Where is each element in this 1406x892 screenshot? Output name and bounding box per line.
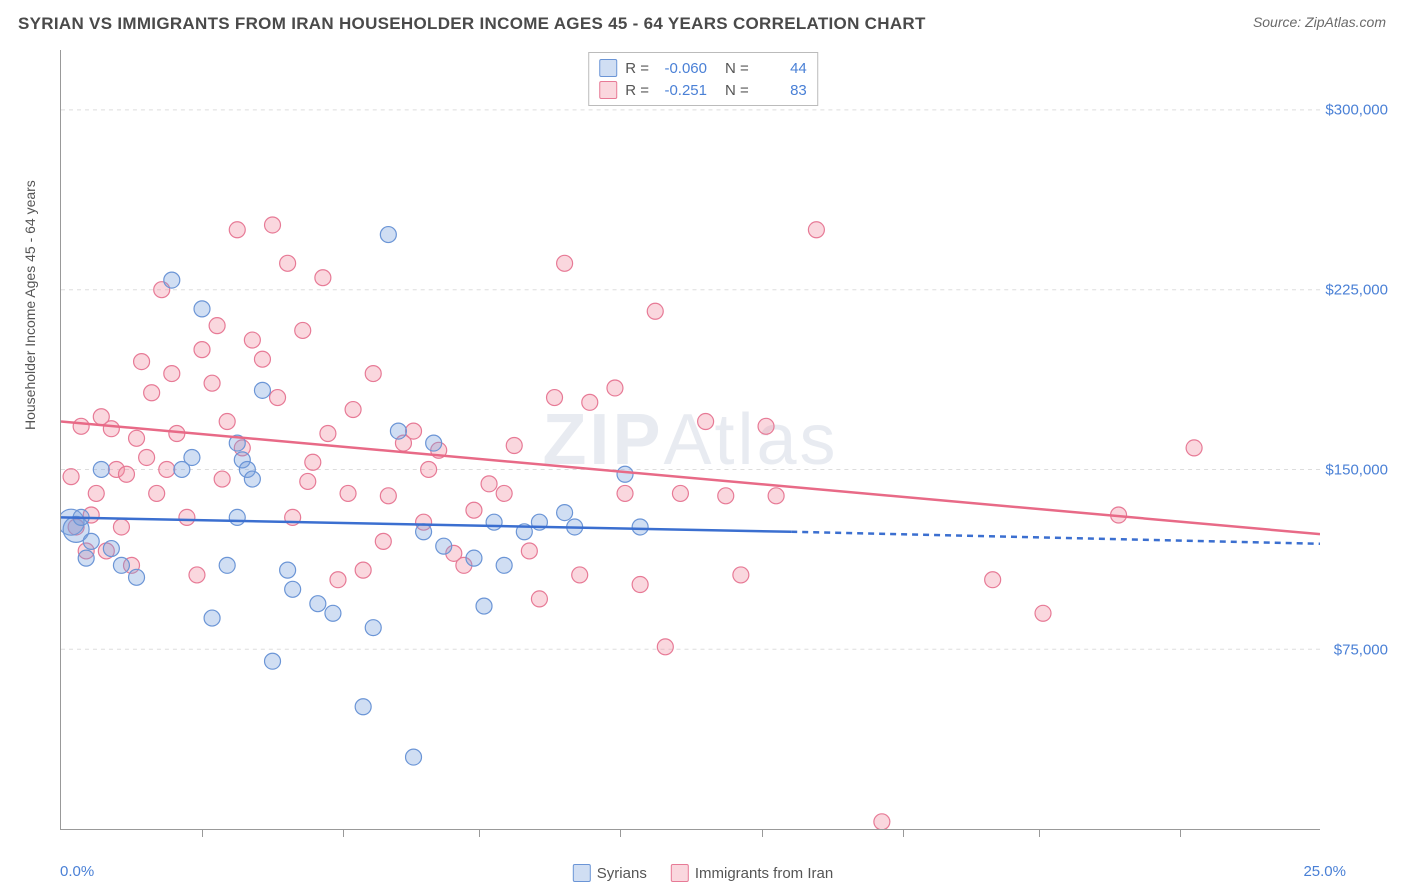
y-tick-label: $75,000 (1334, 642, 1388, 659)
source-attribution: Source: ZipAtlas.com (1253, 14, 1386, 30)
n-label: N = (725, 60, 749, 77)
x-tick (1180, 829, 1181, 837)
n-label: N = (725, 82, 749, 99)
x-tick (202, 829, 203, 837)
n-value-iran: 83 (757, 82, 807, 99)
chart-title: SYRIAN VS IMMIGRANTS FROM IRAN HOUSEHOLD… (18, 14, 926, 34)
bottom-legend: Syrians Immigrants from Iran (573, 864, 833, 882)
swatch-syrians-icon (573, 864, 591, 882)
y-tick-label: $225,000 (1325, 282, 1388, 299)
x-tick (903, 829, 904, 837)
legend-label-syrians: Syrians (597, 865, 647, 882)
swatch-iran-icon (671, 864, 689, 882)
correlation-stats-box: R = -0.060 N = 44 R = -0.251 N = 83 (588, 52, 818, 106)
x-axis-min-label: 0.0% (60, 863, 94, 880)
legend-item-iran: Immigrants from Iran (671, 864, 833, 882)
legend-item-syrians: Syrians (573, 864, 647, 882)
n-value-syrians: 44 (757, 60, 807, 77)
plot-area: ZIPAtlas (60, 50, 1320, 830)
swatch-iran-icon (599, 81, 617, 99)
r-value-iran: -0.251 (657, 82, 707, 99)
r-value-syrians: -0.060 (657, 60, 707, 77)
x-tick (479, 829, 480, 837)
x-tick (620, 829, 621, 837)
x-tick (1039, 829, 1040, 837)
stat-row-iran: R = -0.251 N = 83 (599, 79, 807, 101)
y-axis-label: Householder Income Ages 45 - 64 years (22, 180, 38, 430)
legend-label-iran: Immigrants from Iran (695, 865, 833, 882)
x-tick (762, 829, 763, 837)
r-label: R = (625, 60, 649, 77)
x-axis-max-label: 25.0% (1303, 863, 1346, 880)
stat-row-syrians: R = -0.060 N = 44 (599, 57, 807, 79)
y-tick-label: $300,000 (1325, 102, 1388, 119)
y-tick-label: $150,000 (1325, 462, 1388, 479)
x-tick (343, 829, 344, 837)
chart-svg (61, 50, 1320, 829)
swatch-syrians-icon (599, 59, 617, 77)
r-label: R = (625, 82, 649, 99)
